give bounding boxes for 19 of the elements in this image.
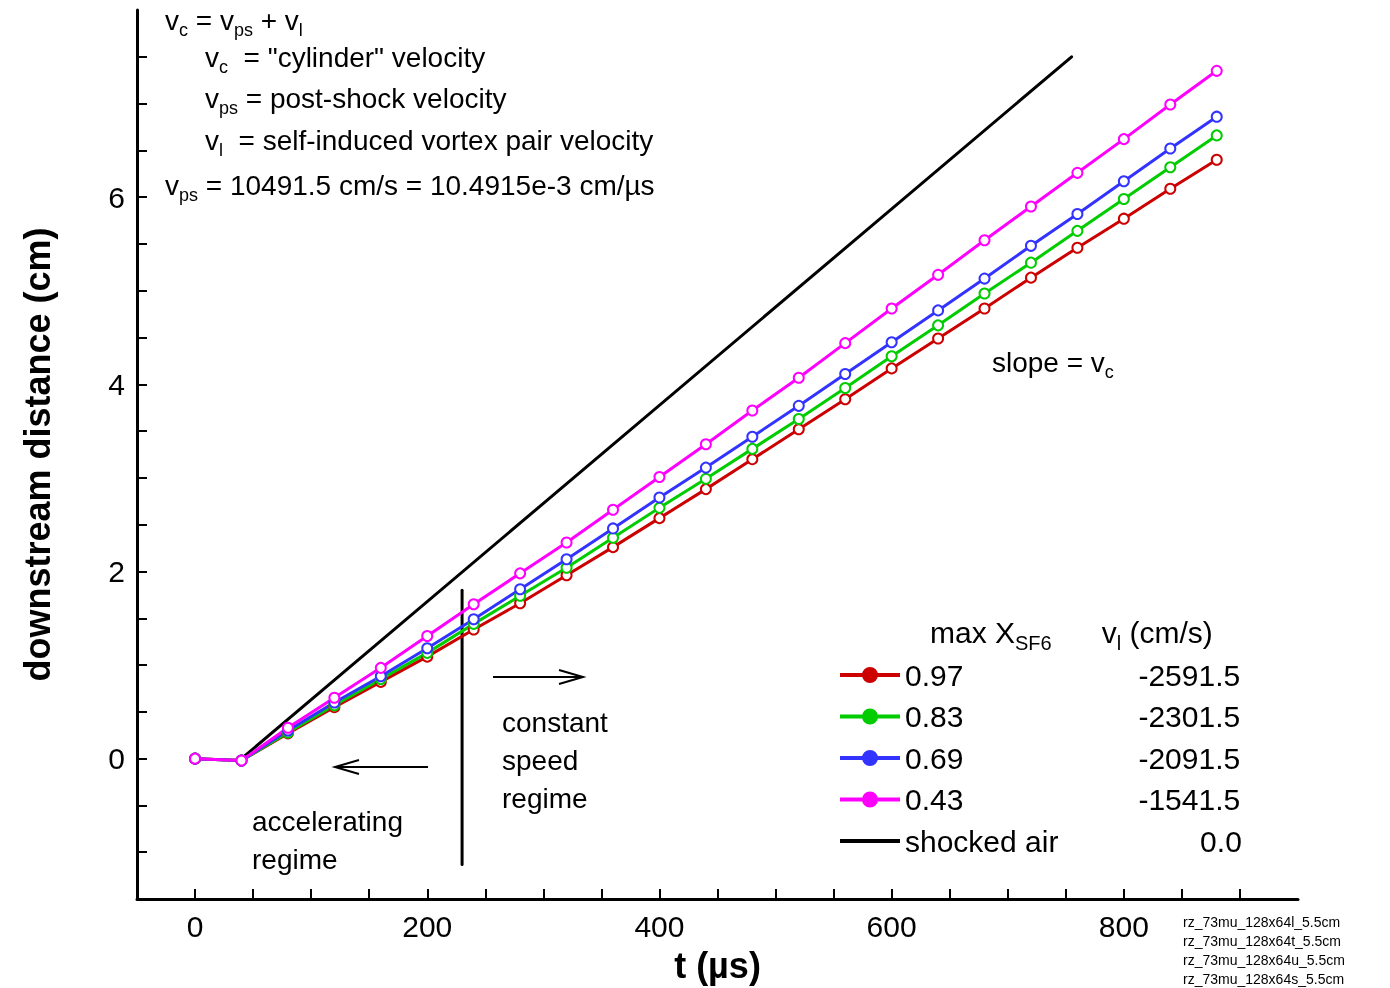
y-tick-label: 0 — [108, 742, 125, 776]
x-tick-label: 800 — [1098, 909, 1149, 943]
x-axis-title: t (µs) — [674, 944, 761, 986]
x-tick-label: 400 — [634, 909, 685, 943]
x-tick-label: 0 — [186, 909, 204, 943]
annotation: constant speed regime — [502, 706, 609, 814]
y-axis-title: downstream distance (cm) — [16, 227, 58, 682]
legend-label: 0.83 -2301.5 — [905, 700, 1241, 733]
text: rz_73mu_128x64l_5.5cm rz_73mu_128x64t_5.5cm rz_73mu_128x64u_5.5cm rz_73mu_128x64s_5.5cm — [1183, 913, 1345, 987]
y-tick-label: 2 — [108, 554, 125, 588]
x-tick-label: 600 — [866, 909, 917, 943]
legend-label: 0.43 -1541.5 — [905, 783, 1241, 816]
legend-label: shocked air 0.0 — [905, 824, 1242, 858]
x-tick-label: 200 — [402, 909, 453, 943]
y-tick-label: 6 — [108, 180, 125, 214]
y-tick-label: 4 — [108, 367, 125, 401]
legend-label: 0.97 -2591.5 — [905, 658, 1241, 692]
legend-label: 0.69 -2091.5 — [905, 741, 1241, 775]
annotation: accelerating regime — [252, 805, 403, 875]
